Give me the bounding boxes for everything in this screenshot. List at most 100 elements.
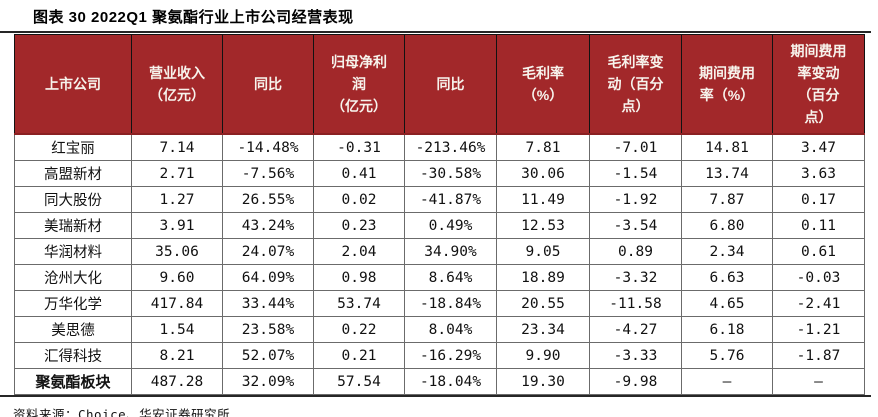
column-header-gross-margin: 毛利率 （%） bbox=[496, 34, 590, 135]
cell-company-name: 汇得科技 bbox=[14, 342, 132, 369]
table-cell: 0.22 bbox=[313, 316, 405, 343]
table-cell: 19.30 bbox=[496, 368, 590, 395]
table-cell: – bbox=[772, 368, 865, 395]
table-cell: -9.98 bbox=[589, 368, 682, 395]
company-performance-table: 上市公司 营业收入 （亿元） 同比 归母净利 润 （亿元） 同比 毛利率 （%）… bbox=[14, 34, 865, 395]
table-cell: 9.60 bbox=[131, 264, 223, 291]
column-header-revenue: 营业收入 （亿元） bbox=[131, 34, 223, 135]
table-cell: -16.29% bbox=[404, 342, 497, 369]
table-cell: 53.74 bbox=[313, 290, 405, 317]
table-cell: 0.11 bbox=[772, 212, 865, 239]
column-header-expense-ratio: 期间费用 率（%） bbox=[681, 34, 773, 135]
table-cell: -7.56% bbox=[222, 160, 314, 187]
column-header-gross-margin-change: 毛利率变 动（百分 点） bbox=[589, 34, 682, 135]
column-header-expense-ratio-change: 期间费用 率变动 （百分 点） bbox=[772, 34, 865, 135]
table-cell: 0.21 bbox=[313, 342, 405, 369]
table-cell: 8.04% bbox=[404, 316, 497, 343]
table-cell: 0.89 bbox=[589, 238, 682, 265]
table-cell: 14.81 bbox=[681, 133, 773, 161]
table-cell: 64.09% bbox=[222, 264, 314, 291]
table-cell: 417.84 bbox=[131, 290, 223, 317]
table-cell: 1.27 bbox=[131, 186, 223, 213]
table-cell: -30.58% bbox=[404, 160, 497, 187]
table-row: 万华化学 417.84 33.44% 53.74 -18.84% 20.55 -… bbox=[14, 290, 865, 317]
table-cell: 0.23 bbox=[313, 212, 405, 239]
table-cell: -4.27 bbox=[589, 316, 682, 343]
table-row: 同大股份 1.27 26.55% 0.02 -41.87% 11.49 -1.9… bbox=[14, 186, 865, 213]
table-cell: 1.54 bbox=[131, 316, 223, 343]
table-cell: -1.21 bbox=[772, 316, 865, 343]
cell-company-name: 红宝丽 bbox=[14, 133, 132, 161]
cell-company-name: 高盟新材 bbox=[14, 160, 132, 187]
table-cell: 57.54 bbox=[313, 368, 405, 395]
cell-company-name: 美思德 bbox=[14, 316, 132, 343]
table-cell: 33.44% bbox=[222, 290, 314, 317]
table-cell: 24.07% bbox=[222, 238, 314, 265]
table-cell: -3.32 bbox=[589, 264, 682, 291]
table-cell: 35.06 bbox=[131, 238, 223, 265]
bottom-rule bbox=[0, 395, 871, 397]
table-cell: 20.55 bbox=[496, 290, 590, 317]
table-cell: 3.91 bbox=[131, 212, 223, 239]
table-cell: 2.71 bbox=[131, 160, 223, 187]
table-cell: 0.61 bbox=[772, 238, 865, 265]
table-cell: -3.33 bbox=[589, 342, 682, 369]
table-cell: 0.41 bbox=[313, 160, 405, 187]
table-cell: -0.31 bbox=[313, 133, 405, 161]
cell-company-name: 华润材料 bbox=[14, 238, 132, 265]
table-cell: 0.49% bbox=[404, 212, 497, 239]
table-cell: 0.98 bbox=[313, 264, 405, 291]
table-row: 汇得科技 8.21 52.07% 0.21 -16.29% 9.90 -3.33… bbox=[14, 342, 865, 369]
column-header-company: 上市公司 bbox=[14, 34, 132, 135]
table-cell: 0.02 bbox=[313, 186, 405, 213]
table-cell: 30.06 bbox=[496, 160, 590, 187]
table-cell: 34.90% bbox=[404, 238, 497, 265]
table-cell: 32.09% bbox=[222, 368, 314, 395]
top-rule bbox=[0, 31, 871, 33]
table-cell: 3.63 bbox=[772, 160, 865, 187]
table-row-sector-total: 聚氨酯板块 487.28 32.09% 57.54 -18.04% 19.30 … bbox=[14, 368, 865, 395]
table-cell: 7.81 bbox=[496, 133, 590, 161]
table-cell: 7.14 bbox=[131, 133, 223, 161]
table-cell: -1.54 bbox=[589, 160, 682, 187]
table-cell: -1.87 bbox=[772, 342, 865, 369]
cell-sector-name: 聚氨酯板块 bbox=[14, 368, 132, 395]
table-cell: -213.46% bbox=[404, 133, 497, 161]
table-cell: -1.92 bbox=[589, 186, 682, 213]
table-cell: 2.04 bbox=[313, 238, 405, 265]
cell-company-name: 美瑞新材 bbox=[14, 212, 132, 239]
table-cell: -11.58 bbox=[589, 290, 682, 317]
table-cell: 9.90 bbox=[496, 342, 590, 369]
source-note: 资料来源：Choice、华安证券研究所 bbox=[13, 407, 231, 417]
table-cell: -18.04% bbox=[404, 368, 497, 395]
table-cell: 8.64% bbox=[404, 264, 497, 291]
table-cell: 6.80 bbox=[681, 212, 773, 239]
table-cell: 26.55% bbox=[222, 186, 314, 213]
table-cell: 3.47 bbox=[772, 133, 865, 161]
figure-title: 图表 30 2022Q1 聚氨酯行业上市公司经营表现 bbox=[33, 9, 354, 26]
table-row: 美瑞新材 3.91 43.24% 0.23 0.49% 12.53 -3.54 … bbox=[14, 212, 865, 239]
column-header-revenue-yoy: 同比 bbox=[222, 34, 314, 135]
table-cell: 5.76 bbox=[681, 342, 773, 369]
table-cell: 43.24% bbox=[222, 212, 314, 239]
cell-company-name: 万华化学 bbox=[14, 290, 132, 317]
table-cell: 8.21 bbox=[131, 342, 223, 369]
table-cell: – bbox=[681, 368, 773, 395]
table-cell: -0.03 bbox=[772, 264, 865, 291]
table-cell: -18.84% bbox=[404, 290, 497, 317]
table-cell: 23.34 bbox=[496, 316, 590, 343]
table-cell: 23.58% bbox=[222, 316, 314, 343]
table-cell: 12.53 bbox=[496, 212, 590, 239]
table-row: 红宝丽 7.14 -14.48% -0.31 -213.46% 7.81 -7.… bbox=[14, 133, 865, 161]
table-cell: -3.54 bbox=[589, 212, 682, 239]
table-row: 高盟新材 2.71 -7.56% 0.41 -30.58% 30.06 -1.5… bbox=[14, 160, 865, 187]
table-cell: 4.65 bbox=[681, 290, 773, 317]
table-cell: 7.87 bbox=[681, 186, 773, 213]
table-row: 沧州大化 9.60 64.09% 0.98 8.64% 18.89 -3.32 … bbox=[14, 264, 865, 291]
table-cell: 0.17 bbox=[772, 186, 865, 213]
table-cell: 6.63 bbox=[681, 264, 773, 291]
table-cell: 487.28 bbox=[131, 368, 223, 395]
table-cell: 6.18 bbox=[681, 316, 773, 343]
table-row: 美思德 1.54 23.58% 0.22 8.04% 23.34 -4.27 6… bbox=[14, 316, 865, 343]
